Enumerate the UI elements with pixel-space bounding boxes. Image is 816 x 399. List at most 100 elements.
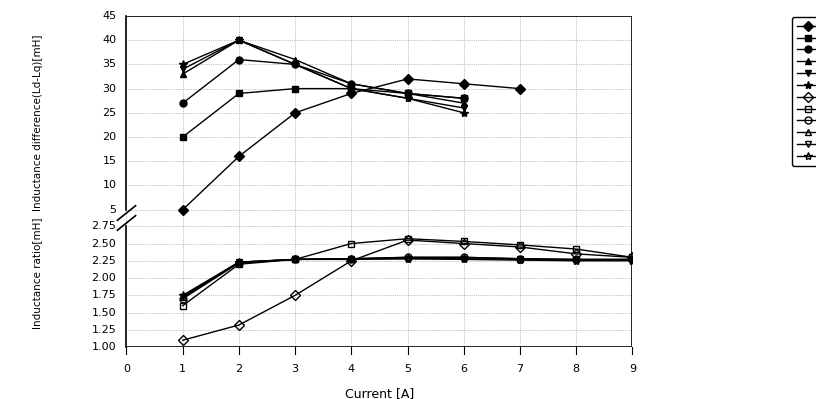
SO 2.11mm Ld/Lq(s6) [459,257,468,262]
SO 10.65mm Ld/Lq(s6) [628,255,637,260]
SO 2.11mm Ld-Lq(s6) [402,96,412,101]
Text: 2.50: 2.50 [91,239,117,249]
SO 10.65mm Ld-Lq(s6) [178,134,188,139]
Text: 0: 0 [123,364,130,374]
SO 10.65mm Ld-Lq(s6) [234,91,244,96]
SO 8.50mm Ld-Lq(s6) [178,101,188,105]
SO 10.65mm Ld/Lq(s6) [459,239,468,244]
SO 8.50mm Ld/Lq(s6) [459,255,468,260]
Line: SO 10.65mm Ld-Lq(s6): SO 10.65mm Ld-Lq(s6) [180,85,468,140]
SO 4.24mm Ld/Lq(s6) [347,256,357,261]
Line: SO 2.3mm Ld-Lq(s24): SO 2.3mm Ld-Lq(s24) [180,75,523,213]
SO 2.3mm Ld-Lq(s24) [515,86,525,91]
SO 6.37mm Ld/Lq(s6) [402,255,412,260]
Text: 20: 20 [102,132,117,142]
Text: 40: 40 [102,35,117,45]
SO 8.50mm Ld-Lq(s6) [459,96,468,101]
Line: SO 8.50mm Ld/Lq(s6): SO 8.50mm Ld/Lq(s6) [180,254,636,302]
SO 2.11mm Ld-Lq(s6) [234,38,244,43]
Line: SO 8.50mm Ld-Lq(s6): SO 8.50mm Ld-Lq(s6) [180,56,468,107]
SO 6.37mm Ld-Lq(s6) [459,101,468,105]
SO 6.37mm Ld/Lq(s6) [628,257,637,262]
Legend: SO 2.3mm Ld-Lq(s24), SO 10.65mm Ld-Lq(s6), SO 8.50mm Ld-Lq(s6), SO 6.37mm Ld-Lq(: SO 2.3mm Ld-Lq(s24), SO 10.65mm Ld-Lq(s6… [792,18,816,166]
Text: 35: 35 [102,59,117,69]
SO 10.65mm Ld-Lq(s6) [402,91,412,96]
SO 8.50mm Ld-Lq(s6) [234,57,244,62]
SO 2.3mm Ld/Lq(s24) [571,251,581,256]
SO 8.50mm Ld/Lq(s6) [402,255,412,260]
SO 2.3mm Ld/Lq(s24) [402,238,412,243]
SO 6.37mm Ld-Lq(s6) [402,91,412,96]
Text: Current [A]: Current [A] [345,387,414,399]
SO 4.24mm Ld/Lq(s6) [402,256,412,261]
SO 2.11mm Ld-Lq(s6) [459,111,468,115]
Text: 1.75: 1.75 [91,290,117,300]
SO 10.65mm Ld/Lq(s6) [347,241,357,246]
SO 2.11mm Ld-Lq(s6) [290,62,300,67]
SO 4.24mm Ld/Lq(s6) [571,258,581,263]
SO 6.37mm Ld-Lq(s6) [347,81,357,86]
Text: 7: 7 [517,364,524,374]
SO 8.50mm Ld/Lq(s6) [571,257,581,262]
SO 2.11mm Ld/Lq(s6) [571,259,581,263]
Text: 30: 30 [102,84,117,94]
SO 4.24mm Ld-Lq(s6) [234,38,244,43]
SO 2.3mm Ld-Lq(s24) [178,207,188,212]
SO 8.50mm Ld-Lq(s6) [290,62,300,67]
SO 10.65mm Ld/Lq(s6) [571,247,581,251]
Text: 25: 25 [102,108,117,118]
SO 10.65mm Ld/Lq(s6) [402,236,412,241]
Line: SO 6.37mm Ld/Lq(s6): SO 6.37mm Ld/Lq(s6) [180,254,636,301]
Text: 2.25: 2.25 [91,256,117,266]
Text: 6: 6 [460,364,468,374]
SO 2.11mm Ld/Lq(s6) [347,257,357,262]
SO 2.11mm Ld/Lq(s6) [178,293,188,298]
SO 4.24mm Ld/Lq(s6) [628,258,637,263]
SO 8.50mm Ld/Lq(s6) [628,257,637,262]
SO 2.11mm Ld-Lq(s6) [347,86,357,91]
SO 4.24mm Ld-Lq(s6) [178,67,188,72]
SO 6.37mm Ld/Lq(s6) [290,257,300,262]
SO 4.24mm Ld/Lq(s6) [515,257,525,262]
SO 8.50mm Ld/Lq(s6) [515,256,525,261]
SO 10.65mm Ld/Lq(s6) [290,257,300,262]
SO 8.50mm Ld/Lq(s6) [234,261,244,265]
SO 2.3mm Ld-Lq(s24) [459,81,468,86]
SO 6.37mm Ld/Lq(s6) [459,255,468,260]
SO 6.37mm Ld/Lq(s6) [515,256,525,261]
Text: 10: 10 [102,180,117,190]
SO 4.24mm Ld-Lq(s6) [459,106,468,111]
SO 2.11mm Ld/Lq(s6) [515,258,525,263]
Text: 2.00: 2.00 [91,273,117,283]
Text: 1.00: 1.00 [91,342,117,352]
Text: 4: 4 [348,364,355,374]
Text: Inductance ratio[mH]  Inductance difference(Ld-Lq)[mH]: Inductance ratio[mH] Inductance differen… [33,34,43,329]
SO 2.3mm Ld-Lq(s24) [234,154,244,159]
SO 4.24mm Ld/Lq(s6) [290,257,300,262]
SO 10.65mm Ld-Lq(s6) [347,86,357,91]
Line: SO 4.24mm Ld-Lq(s6): SO 4.24mm Ld-Lq(s6) [180,37,468,111]
Text: 45: 45 [102,11,117,21]
SO 8.50mm Ld-Lq(s6) [347,81,357,86]
SO 2.3mm Ld/Lq(s24) [290,293,300,298]
Line: SO 2.11mm Ld/Lq(s6): SO 2.11mm Ld/Lq(s6) [179,255,636,300]
SO 10.65mm Ld/Lq(s6) [234,262,244,267]
Text: 1: 1 [180,364,186,374]
SO 2.3mm Ld/Lq(s24) [459,241,468,246]
Text: 1.50: 1.50 [91,308,117,318]
SO 2.3mm Ld/Lq(s24) [234,323,244,328]
SO 2.3mm Ld/Lq(s24) [178,338,188,343]
SO 4.24mm Ld/Lq(s6) [234,260,244,265]
SO 2.3mm Ld-Lq(s24) [290,111,300,115]
SO 2.11mm Ld/Lq(s6) [290,257,300,262]
SO 2.3mm Ld/Lq(s24) [515,245,525,249]
Line: SO 4.24mm Ld/Lq(s6): SO 4.24mm Ld/Lq(s6) [180,255,636,300]
SO 4.24mm Ld/Lq(s6) [178,294,188,299]
Line: SO 2.11mm Ld-Lq(s6): SO 2.11mm Ld-Lq(s6) [179,36,468,117]
SO 4.24mm Ld-Lq(s6) [290,62,300,67]
SO 2.3mm Ld-Lq(s24) [402,77,412,81]
Text: 1.25: 1.25 [91,325,117,335]
Line: SO 2.3mm Ld/Lq(s24): SO 2.3mm Ld/Lq(s24) [180,237,636,344]
SO 2.11mm Ld/Lq(s6) [402,256,412,261]
Text: 8: 8 [573,364,579,374]
